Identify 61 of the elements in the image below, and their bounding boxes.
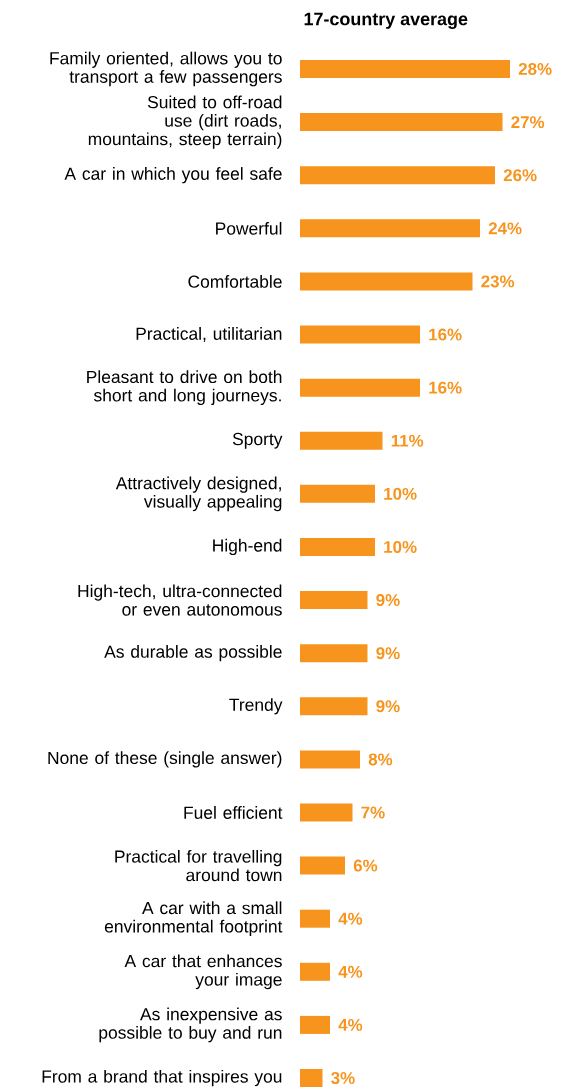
y-tick-label: High-end (213, 538, 282, 556)
y-tick-label: Practical, utilitarian (136, 327, 282, 342)
y-tick-label: High-tech, ultra-connected or even autonomous (78, 584, 282, 616)
data-label: 7% (361, 806, 385, 819)
data-label: 9% (376, 594, 400, 607)
bar (300, 962, 330, 981)
y-tick-label: A car with a small environmental footprint (104, 901, 283, 937)
y-tick-label: Trendy (229, 698, 283, 715)
bar (300, 750, 360, 769)
bar (300, 856, 345, 875)
bar (300, 644, 368, 663)
bar (300, 113, 503, 132)
y-tick-label: Attractively designed, visually appealing (115, 476, 282, 512)
chart-title: 17-country average (304, 12, 468, 29)
y-tick-label: Pleasant to drive on both short and long journeys. (87, 370, 282, 405)
bar (300, 909, 330, 928)
data-label: 26% (503, 169, 537, 182)
data-label: 11% (391, 434, 424, 447)
data-label: 3% (331, 1072, 355, 1085)
bar (300, 1015, 330, 1034)
data-label: 8% (368, 753, 393, 766)
data-label: 24% (488, 222, 522, 235)
bar (300, 431, 383, 450)
bar (300, 60, 510, 78)
data-label: 4% (338, 912, 363, 925)
data-label: 4% (338, 965, 363, 978)
data-label: 10% (384, 540, 417, 553)
y-tick-label: Comfortable (188, 275, 282, 288)
y-tick-label: None of these (single answer) (48, 751, 282, 768)
data-label: 16% (429, 381, 462, 394)
data-label: 28% (518, 63, 552, 75)
data-label: 9% (376, 647, 400, 660)
bar (300, 803, 353, 822)
bar (300, 378, 420, 397)
y-tick-label: Suited to off-road use (dirt roads, mountains, steep terrain) (88, 95, 282, 149)
bar (300, 484, 375, 503)
bar (300, 537, 375, 556)
data-label: 27% (511, 116, 545, 129)
bar (300, 1069, 323, 1087)
bar (300, 219, 480, 238)
bar (300, 697, 368, 716)
y-tick-label: Sporty (232, 432, 283, 449)
bar (300, 325, 420, 344)
y-tick-label: Practical for travelling around town (115, 849, 282, 882)
data-label: 4% (338, 1018, 363, 1031)
data-label: 16% (429, 328, 462, 341)
y-tick-label: Powerful (216, 221, 282, 235)
data-label: 6% (353, 859, 378, 872)
bar (300, 591, 368, 610)
data-label: 10% (384, 487, 417, 500)
y-tick-label: As durable as possible (104, 645, 282, 662)
bar (300, 166, 495, 185)
y-tick-label: As inexpensive as possible to buy and run (99, 1007, 282, 1043)
y-tick-label: A car in which you feel safe (64, 167, 282, 184)
data-label: 23% (481, 275, 515, 288)
bar (300, 272, 473, 291)
data-label: 9% (376, 700, 400, 713)
y-tick-label: Family oriented, allows you to transport a few passengers (50, 51, 282, 87)
y-tick-label: From a brand that inspires you (42, 1069, 282, 1087)
y-tick-label: A car that enhances your image (124, 954, 282, 990)
y-tick-label: Fuel efficient (184, 806, 283, 819)
